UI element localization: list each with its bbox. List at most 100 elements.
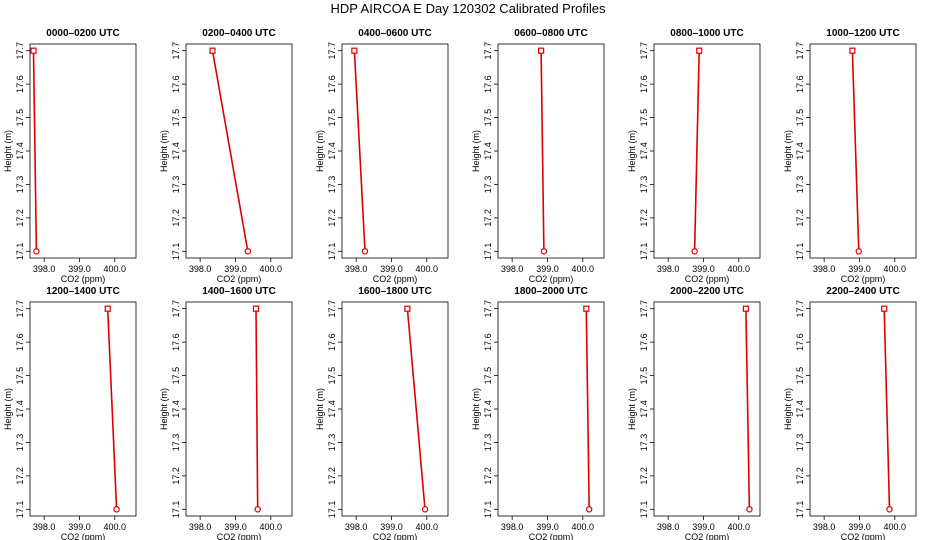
x-tick-label: 400.0 xyxy=(572,522,595,532)
x-tick-label: 398.0 xyxy=(345,522,368,532)
panel-frame xyxy=(29,43,137,259)
data-point xyxy=(351,47,358,54)
profile-line xyxy=(406,308,426,510)
x-tick-label: 398.0 xyxy=(33,264,56,274)
x-axis-label: CO2 (ppm) xyxy=(373,274,418,284)
y-tick-label: 17.5 xyxy=(171,109,181,127)
x-tick-label: 399.0 xyxy=(848,522,871,532)
y-tick-label: 17.2 xyxy=(483,467,493,485)
x-tick-label: 398.0 xyxy=(33,522,56,532)
data-point xyxy=(886,506,893,513)
panel-title: 0000–0200 UTC xyxy=(46,28,119,39)
y-tick-label: 17.5 xyxy=(327,367,337,385)
x-tick-label: 398.0 xyxy=(501,522,524,532)
data-point xyxy=(696,47,703,54)
y-tick-label: 17.3 xyxy=(795,176,805,194)
y-axis-label: Height (m) xyxy=(159,388,169,430)
y-tick-label: 17.3 xyxy=(795,434,805,452)
x-axis-label: CO2 (ppm) xyxy=(841,532,886,540)
y-tick-label: 17.4 xyxy=(15,142,25,160)
panel-frame xyxy=(809,301,917,517)
y-tick-label: 17.7 xyxy=(483,42,493,60)
x-tick-label: 398.0 xyxy=(189,522,212,532)
x-tick-label: 400.0 xyxy=(260,522,283,532)
y-tick-label: 17.4 xyxy=(795,142,805,160)
x-tick-label: 398.0 xyxy=(813,522,836,532)
profile-panel-9: 1600–1800 UTC 398.0 399.0 400.0 17.1 17.2 17.3… xyxy=(315,286,449,540)
data-point xyxy=(855,248,862,255)
y-tick-label: 17.2 xyxy=(15,209,25,227)
y-tick-label: 17.5 xyxy=(483,109,493,127)
y-tick-label: 17.6 xyxy=(171,75,181,93)
data-point xyxy=(583,305,590,312)
y-tick-label: 17.5 xyxy=(171,367,181,385)
y-tick-label: 17.2 xyxy=(795,467,805,485)
y-tick-label: 17.5 xyxy=(795,109,805,127)
panel-frame xyxy=(341,301,449,517)
x-tick-label: 398.0 xyxy=(501,264,524,274)
y-tick-label: 17.6 xyxy=(795,75,805,93)
profile-line xyxy=(745,308,751,510)
y-tick-label: 17.1 xyxy=(795,501,805,519)
y-axis-label: Height (m) xyxy=(627,388,637,430)
y-tick-label: 17.6 xyxy=(171,333,181,351)
y-tick-label: 17.3 xyxy=(483,434,493,452)
profile-panel-10: 1800–2000 UTC 398.0 399.0 400.0 17.1 17.2 17.3… xyxy=(471,286,605,540)
y-tick-label: 17.6 xyxy=(327,75,337,93)
y-tick-label: 17.5 xyxy=(15,109,25,127)
x-tick-label: 398.0 xyxy=(657,522,680,532)
x-tick-label: 400.0 xyxy=(728,264,751,274)
panel-title: 1800–2000 UTC xyxy=(514,286,587,297)
panel-title: 1000–1200 UTC xyxy=(826,28,899,39)
x-axis-label: CO2 (ppm) xyxy=(529,274,574,284)
x-tick-label: 398.0 xyxy=(189,264,212,274)
x-axis-label: CO2 (ppm) xyxy=(685,274,730,284)
y-tick-label: 17.1 xyxy=(483,501,493,519)
y-tick-label: 17.4 xyxy=(639,400,649,418)
profile-panel-7: 1200–1400 UTC 398.0 399.0 400.0 17.1 17.2 17.3… xyxy=(3,286,137,540)
y-axis-label: Height (m) xyxy=(315,130,325,172)
x-tick-label: 400.0 xyxy=(416,264,439,274)
x-tick-label: 399.0 xyxy=(68,522,91,532)
y-tick-label: 17.7 xyxy=(171,42,181,60)
x-tick-label: 400.0 xyxy=(260,264,283,274)
y-tick-label: 17.3 xyxy=(171,434,181,452)
y-tick-label: 17.6 xyxy=(327,333,337,351)
panel-frame xyxy=(341,43,449,259)
y-tick-label: 17.3 xyxy=(15,434,25,452)
y-tick-label: 17.4 xyxy=(171,400,181,418)
panel-title: 0800–1000 UTC xyxy=(670,28,743,39)
x-axis-label: CO2 (ppm) xyxy=(841,274,886,284)
panel-frame xyxy=(185,43,293,259)
panel-title: 1200–1400 UTC xyxy=(46,286,119,297)
panel-frame xyxy=(653,301,761,517)
x-tick-label: 400.0 xyxy=(884,522,907,532)
y-tick-label: 17.6 xyxy=(15,75,25,93)
y-tick-label: 17.2 xyxy=(327,209,337,227)
x-axis-label: CO2 (ppm) xyxy=(373,532,418,540)
profile-panel-5: 0800–1000 UTC 398.0 399.0 400.0 17.1 17.2 17.3… xyxy=(627,28,761,284)
data-point xyxy=(254,506,261,513)
x-axis-label: CO2 (ppm) xyxy=(685,532,730,540)
y-tick-label: 17.6 xyxy=(483,333,493,351)
y-tick-label: 17.3 xyxy=(171,176,181,194)
y-tick-label: 17.6 xyxy=(15,333,25,351)
y-tick-label: 17.4 xyxy=(483,142,493,160)
data-point xyxy=(361,248,369,255)
y-tick-label: 17.1 xyxy=(327,243,337,261)
y-tick-label: 17.4 xyxy=(327,400,337,418)
data-point xyxy=(742,305,749,312)
y-tick-label: 17.3 xyxy=(483,176,493,194)
y-tick-label: 17.1 xyxy=(15,501,25,519)
y-tick-label: 17.5 xyxy=(639,109,649,127)
data-point xyxy=(33,248,40,255)
profile-panel-4: 0600–0800 UTC 398.0 399.0 400.0 17.1 17.2 17.3… xyxy=(471,28,605,284)
profile-line xyxy=(211,50,249,252)
profile-line xyxy=(883,308,891,510)
y-tick-label: 17.1 xyxy=(483,243,493,261)
x-tick-label: 398.0 xyxy=(813,264,836,274)
y-tick-label: 17.7 xyxy=(639,42,649,60)
y-tick-label: 17.2 xyxy=(639,467,649,485)
y-tick-label: 17.5 xyxy=(483,367,493,385)
profile-panel-1: 0000–0200 UTC 398.0 399.0 400.0 17.1 17.2 17.3… xyxy=(3,28,137,284)
